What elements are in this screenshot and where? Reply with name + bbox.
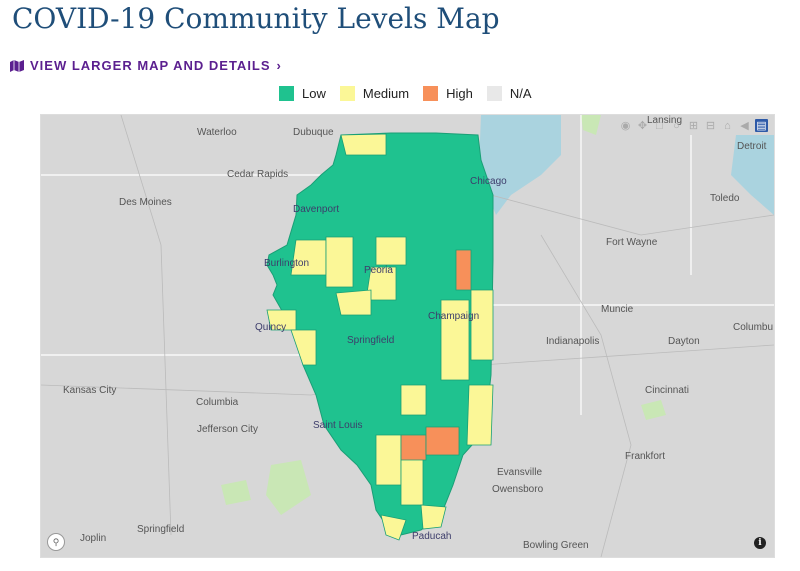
city-kansas-city: Kansas City — [63, 385, 117, 396]
map-canvas[interactable]: Waterloo Dubuque Lansing Detroit Cedar R… — [40, 114, 775, 558]
legend-label-high: High — [446, 86, 473, 101]
county-knox[interactable] — [325, 236, 354, 288]
bar-chart-icon[interactable]: ▤ — [755, 119, 768, 132]
high-counties — [400, 249, 472, 461]
city-chicago: Chicago — [470, 176, 507, 187]
city-lansing: Lansing — [647, 115, 683, 126]
city-toledo: Toledo — [710, 193, 740, 204]
chevron-right-icon: › — [276, 58, 282, 73]
pan-icon[interactable]: ✥ — [637, 120, 648, 132]
page-title: COVID-19 Community Levels Map — [12, 2, 500, 35]
view-larger-map-label: VIEW LARGER MAP AND DETAILS — [30, 58, 271, 73]
map-toolbar: ◉ ✥ □ ○ ⊞ ⊟ ⌂ ◀ ▤ — [619, 119, 768, 132]
city-muncie: Muncie — [601, 304, 634, 315]
county-pike[interactable] — [290, 329, 317, 366]
map-icon — [10, 59, 24, 72]
legend-item-medium[interactable]: Medium — [339, 86, 410, 101]
back-icon[interactable]: ◀ — [740, 120, 749, 132]
lake-michigan — [479, 115, 561, 215]
legend-label-medium: Medium — [362, 86, 410, 101]
county-tazewell[interactable] — [365, 266, 397, 301]
park-mark-twain — [266, 460, 311, 515]
search-icon[interactable]: ⚲ — [47, 533, 65, 551]
county-marshall[interactable] — [375, 236, 407, 266]
county-wabash[interactable] — [466, 384, 494, 446]
city-cincinnati: Cincinnati — [645, 385, 689, 396]
legend-swatch-na — [486, 86, 502, 101]
city-peoria: Peoria — [364, 265, 393, 276]
zoom-out-icon[interactable]: ⊟ — [705, 120, 716, 132]
city-joplin: Joplin — [80, 533, 107, 544]
camera-icon[interactable]: ◉ — [620, 120, 631, 132]
county-fulton[interactable] — [335, 289, 372, 316]
park-missouri-west — [221, 480, 251, 505]
city-quincy: Quincy — [255, 322, 287, 333]
county-franklin[interactable] — [400, 434, 427, 461]
county-hamilton[interactable] — [425, 426, 460, 456]
county-coles[interactable] — [440, 299, 470, 381]
city-columbia: Columbia — [196, 397, 239, 408]
select-icon[interactable]: □ — [656, 119, 663, 132]
city-burlington: Burlington — [264, 258, 310, 269]
legend-swatch-low — [279, 86, 294, 101]
view-larger-map-link[interactable]: VIEW LARGER MAP AND DETAILS › — [10, 58, 282, 73]
city-detroit: Detroit — [737, 141, 767, 152]
info-icon[interactable]: i — [754, 537, 766, 549]
city-jefferson-city: Jefferson City — [197, 424, 258, 435]
legend-swatch-high — [423, 86, 439, 101]
city-dayton: Dayton — [668, 336, 700, 347]
county-jackson[interactable] — [375, 434, 402, 486]
city-springfield-mo: Springfield — [137, 524, 185, 535]
county-alexander[interactable] — [380, 514, 407, 541]
city-columbus: Columbu — [733, 322, 774, 333]
city-frankfort: Frankfort — [625, 451, 666, 462]
city-dubuque: Dubuque — [293, 127, 334, 138]
legend: Low Medium High N/A — [279, 86, 532, 101]
city-des-moines: Des Moines — [119, 197, 172, 208]
park-michigan — [581, 115, 601, 135]
state-borders — [41, 115, 774, 415]
legend-label-low: Low — [302, 86, 326, 101]
legend-item-low[interactable]: Low — [279, 86, 326, 101]
legend-swatch-medium — [339, 86, 355, 101]
city-evansville: Evansville — [497, 467, 543, 478]
county-fayette[interactable] — [400, 384, 427, 416]
home-icon[interactable]: ⌂ — [724, 119, 731, 132]
city-indianapolis: Indianapolis — [546, 336, 600, 347]
county-jo-daviess[interactable] — [340, 133, 387, 156]
lake-erie — [731, 135, 774, 215]
city-paducah: Paducah — [412, 531, 452, 542]
county-massac[interactable] — [420, 504, 447, 530]
city-waterloo: Waterloo — [197, 127, 237, 138]
legend-item-high[interactable]: High — [423, 86, 473, 101]
city-fort-wayne: Fort Wayne — [606, 237, 658, 248]
county-edgar[interactable] — [470, 289, 494, 361]
lasso-icon[interactable]: ○ — [673, 119, 680, 132]
legend-label-na: N/A — [509, 86, 532, 101]
city-bowling-green: Bowling Green — [523, 540, 589, 551]
city-champaign: Champaign — [428, 311, 480, 322]
medium-counties — [266, 133, 494, 541]
county-williamson[interactable] — [400, 454, 424, 506]
city-cedar-rapids: Cedar Rapids — [227, 169, 289, 180]
city-springfield-il: Springfield — [347, 335, 395, 346]
park-kentucky — [641, 400, 666, 420]
county-vermilion[interactable] — [455, 249, 472, 291]
legend-item-na[interactable]: N/A — [486, 86, 532, 101]
city-owensboro: Owensboro — [492, 484, 544, 495]
zoom-in-icon[interactable]: ⊞ — [688, 120, 699, 132]
map-svg — [41, 115, 774, 557]
city-davenport: Davenport — [293, 204, 340, 215]
city-saint-louis: Saint Louis — [313, 420, 363, 431]
